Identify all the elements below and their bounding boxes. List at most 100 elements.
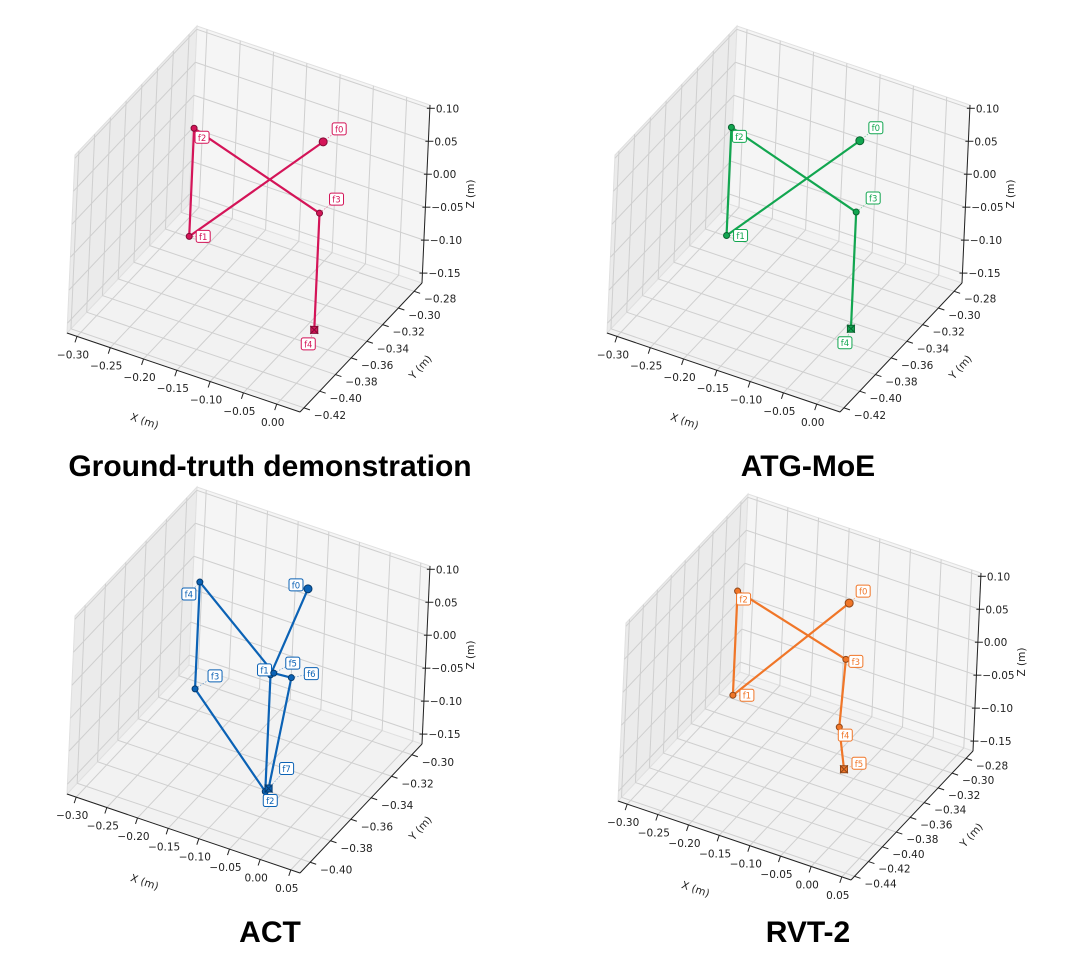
gridline [718,693,953,774]
gridline [641,117,651,296]
gridline [73,61,196,192]
waypoint-label-box [739,688,755,702]
y-tick [411,754,418,758]
start-marker [303,584,313,594]
gridline [67,654,190,785]
gridline [74,489,198,620]
gridline [635,782,869,863]
x-tick-label: 0.05 [826,890,849,902]
gridline [649,218,773,349]
gridline [75,667,199,798]
z-tick-label: −0.10 [430,235,462,247]
y-axis-line [299,282,423,413]
y-axis-line [839,282,963,413]
z-tick-label: −0.15 [428,729,460,741]
gridline [932,559,942,738]
caption-atg-moe: ATG-MoE [740,450,876,483]
x-axis-label: X (m) [669,411,700,432]
y-tick-label: −0.42 [854,410,886,422]
x-tick-label: −0.20 [117,831,149,843]
gridline [276,274,400,405]
z-tick-label: −0.05 [971,202,1003,214]
gridline [624,529,747,660]
gridline [610,127,733,258]
gridline [938,97,948,276]
x-tick-label: −0.25 [630,361,662,373]
y-tick-label: −0.40 [892,849,924,861]
x-tick-label: −0.05 [760,869,792,881]
y-tick-label: −0.28 [964,293,996,305]
gridline [871,74,881,253]
gridline [198,29,208,208]
y-tick [319,390,326,394]
y-tick-label: −0.38 [345,377,377,389]
gridline [634,604,644,783]
gridline [736,28,971,109]
gridline [744,562,979,643]
y-tick-label: −0.34 [381,800,413,812]
x-tick-label: −0.15 [157,383,189,395]
gridline [320,531,330,710]
x-tick-label: 0.00 [801,417,824,429]
gridline [195,61,429,142]
label-leader [194,675,216,690]
x-tick-label: −0.05 [763,406,795,418]
label-leader [859,127,877,142]
x-tick-label: −0.05 [209,862,241,874]
gridline [732,127,966,208]
gridline [690,545,700,724]
gridline [109,218,233,349]
gridline [748,497,758,676]
y-tick [398,307,405,311]
waypoint-label: f2 [735,133,743,143]
y-tick [924,802,931,806]
y-tick-label: −0.34 [917,343,949,355]
waypoint-label-box [837,336,853,350]
y-axis-label: Y (m) [957,821,985,851]
x-tick [686,824,689,832]
waypoint-label: f3 [332,196,340,206]
gridline [676,560,686,739]
waypoint-label: f1 [743,692,751,702]
gridline [901,549,911,728]
gridline [705,228,939,309]
gridline [607,193,730,324]
gridline [138,718,372,799]
waypoint-label-box [195,229,211,243]
waypoint-label: f5 [855,760,863,770]
gridline [364,85,374,264]
gridline [193,94,428,175]
waypoint-marker [727,123,735,131]
gridline [689,245,923,326]
gridline [193,555,428,636]
gridline [626,134,636,313]
waypoint-label: f4 [185,591,193,601]
gridline [158,519,167,698]
y-tick [910,816,917,820]
y-tick [843,407,851,411]
caption-rvt2: RVT-2 [765,916,851,949]
x-tick-label: −0.30 [607,817,639,829]
gridline [626,311,860,392]
gridline [642,295,876,376]
label-leader [322,128,340,143]
gridline [780,726,903,857]
y-tick [859,390,866,394]
waypoint-label: f2 [739,596,747,606]
plot-3d: −0.30−0.25−0.20−0.15−0.10−0.050.00−0.42−… [57,24,477,432]
y-axis-label: Y (m) [946,353,974,383]
y-tick [310,861,317,865]
gridline [841,747,965,878]
x-tick-label: −0.30 [56,810,88,822]
gridline [331,74,341,253]
gridline [716,240,840,371]
y-tick-label: −0.38 [906,834,938,846]
x-tick-label: −0.05 [223,406,255,418]
z-tick-label: −0.10 [970,235,1002,247]
panel-atg-moe: −0.30 −0.25 −0.20 −0.15 −0.10 −0.05 0.00 −0.42−… [540,0,1079,470]
waypoint-label: f5 [289,660,297,670]
gridline [704,530,714,709]
waypoint-label-box [855,584,871,598]
gridline [149,67,159,246]
gridline [97,761,331,842]
